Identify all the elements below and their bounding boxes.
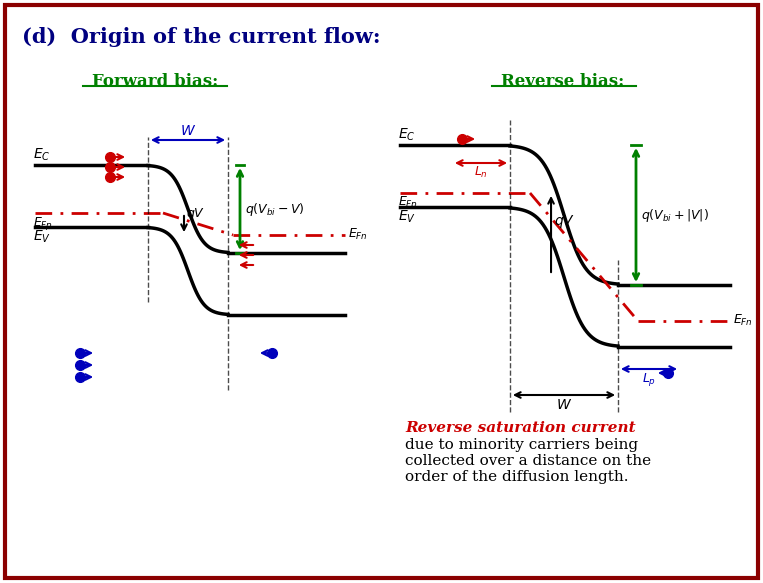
- Text: Forward bias:: Forward bias:: [92, 73, 218, 90]
- Text: $E_{Fn}$: $E_{Fn}$: [733, 312, 753, 328]
- Text: $qV$: $qV$: [186, 206, 205, 222]
- Text: $qV$: $qV$: [554, 213, 575, 230]
- Text: $W$: $W$: [556, 398, 572, 412]
- Text: $q(V_{bi}-V)$: $q(V_{bi}-V)$: [245, 201, 304, 217]
- Text: $E_{Fn}$: $E_{Fn}$: [348, 226, 368, 241]
- Text: Reverse bias:: Reverse bias:: [501, 73, 625, 90]
- Text: $E_{Fp}$: $E_{Fp}$: [398, 194, 418, 211]
- FancyBboxPatch shape: [5, 5, 758, 578]
- Text: $E_C$: $E_C$: [33, 146, 50, 163]
- Text: $L_n$: $L_n$: [474, 165, 488, 180]
- Text: $q(V_{bi}+|V|)$: $q(V_{bi}+|V|)$: [641, 206, 709, 223]
- Text: $E_V$: $E_V$: [398, 209, 416, 226]
- Text: $E_{Fp}$: $E_{Fp}$: [33, 215, 53, 232]
- Text: $L_p$: $L_p$: [642, 371, 656, 388]
- Text: due to minority carriers being
collected over a distance on the
order of the dif: due to minority carriers being collected…: [405, 438, 651, 484]
- Text: Reverse saturation current: Reverse saturation current: [405, 421, 636, 435]
- Text: $E_V$: $E_V$: [33, 229, 51, 245]
- Text: $W$: $W$: [180, 124, 196, 138]
- Text: $E_C$: $E_C$: [398, 127, 416, 143]
- Text: (d)  Origin of the current flow:: (d) Origin of the current flow:: [22, 27, 381, 47]
